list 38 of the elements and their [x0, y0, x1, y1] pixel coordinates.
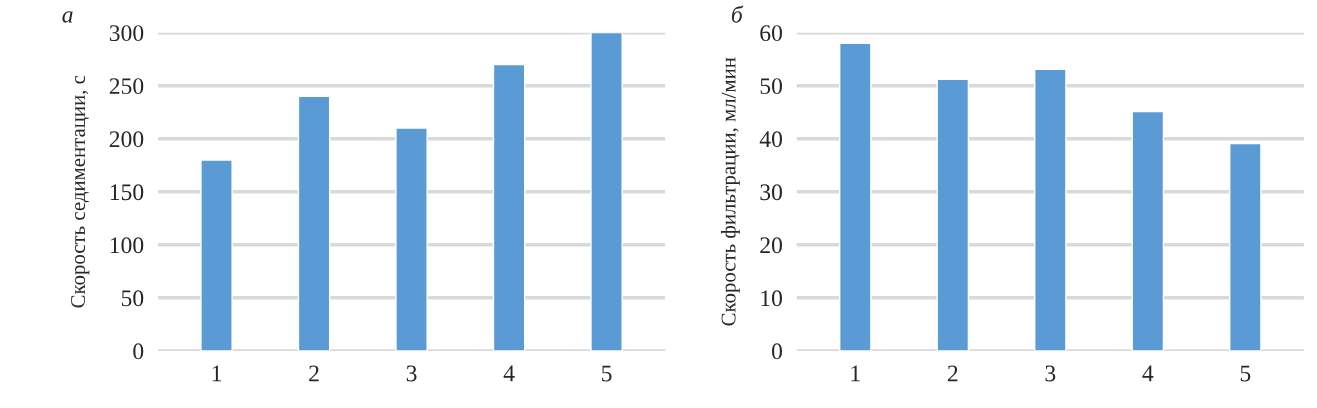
y-tick-label: 30: [760, 184, 782, 201]
y-tick-label: 40: [759, 131, 782, 148]
x-tick-label: 4: [503, 365, 515, 382]
bar: [297, 95, 331, 351]
bar: [1131, 110, 1165, 351]
y-tick-label: 150: [110, 184, 144, 201]
y-tick-label: 0: [133, 343, 144, 360]
x-tick-label: 4: [1142, 365, 1154, 382]
bar: [838, 42, 872, 351]
y-tick-label: 50: [760, 78, 782, 95]
y-tick-label: 10: [761, 290, 782, 307]
bar: [590, 32, 623, 351]
y-axis-title: Скорость седиментации, с: [71, 75, 90, 308]
y-tick-label: 100: [110, 237, 144, 254]
x-tick-label: 3: [406, 365, 417, 382]
x-tick-label: 3: [1045, 365, 1056, 382]
bar: [200, 159, 233, 351]
x-tick-label: 1: [851, 365, 860, 382]
y-tick-label: 0: [771, 343, 782, 360]
bar: [1034, 68, 1067, 351]
bar: [492, 63, 526, 351]
x-tick-label: 1: [212, 365, 222, 382]
y-tick-label: 60: [760, 25, 782, 42]
x-tick-label: 2: [947, 365, 958, 382]
chart-title: б: [731, 5, 744, 23]
bar: [936, 78, 970, 351]
y-axis-title: Скорость фильтрации, мл/мин: [720, 57, 740, 326]
x-tick-label: 5: [1240, 365, 1251, 382]
chart-title: а: [62, 11, 73, 23]
bar: [1229, 142, 1262, 351]
y-tick-label: 50: [121, 290, 144, 307]
x-tick-label: 2: [309, 365, 319, 382]
x-tick-label: 5: [602, 365, 612, 382]
y-tick-label: 250: [109, 78, 144, 95]
y-tick-label: 200: [109, 131, 144, 148]
y-tick-label: 300: [109, 25, 144, 42]
y-tick-label: 20: [760, 237, 782, 254]
bar: [395, 127, 428, 351]
